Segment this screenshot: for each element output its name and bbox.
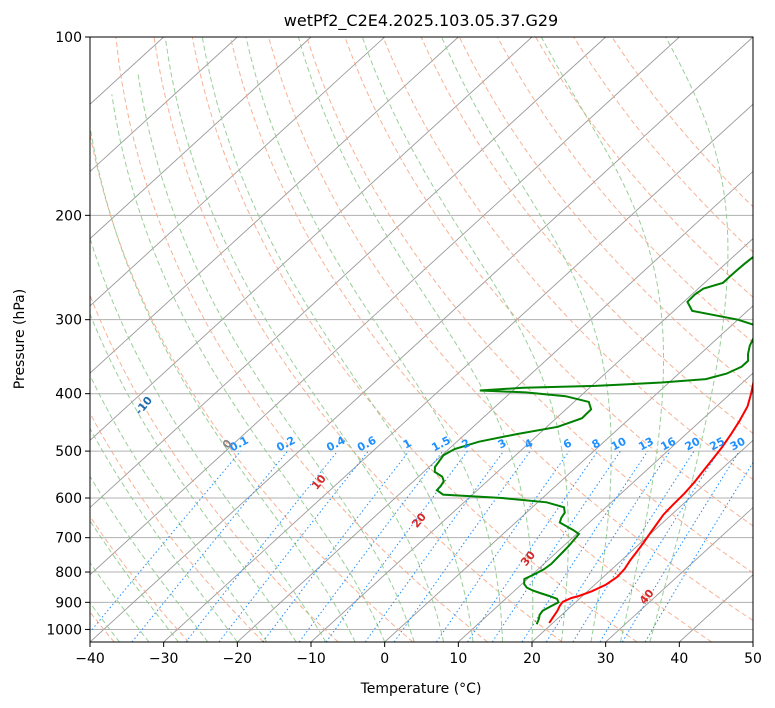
mixing-ratio-label: 13 (636, 435, 656, 454)
mixing-ratio-label: 20 (683, 435, 703, 454)
mixing-ratio-line (435, 450, 570, 642)
isotherm-line (163, 103, 753, 642)
isotherm-line (384, 305, 753, 642)
dry-adiabat (115, 37, 488, 642)
mixing-ratio-line (491, 450, 621, 642)
isotherm-line (605, 506, 753, 642)
moist-adiabat (441, 37, 612, 642)
dry-adiabat (496, 37, 753, 344)
mixing-ratio-line (467, 450, 599, 642)
mixing-ratio-label: 16 (658, 435, 678, 454)
isotherm-line (90, 37, 385, 307)
dewpoint-curve (433, 255, 753, 625)
moist-adiabat (540, 37, 664, 642)
x-tick-label: 10 (449, 651, 467, 667)
y-tick-label: 900 (55, 595, 82, 611)
axis-ticks: −40 −30 −20 −10 0 10 20 30 40 50 100 200 300 400 500 60… (46, 30, 762, 667)
x-tick-label: −20 (223, 651, 253, 667)
isotherm-line (90, 37, 533, 441)
moist-adiabat (201, 37, 474, 642)
isotherm-line (90, 37, 606, 509)
y-tick-label: 100 (55, 30, 82, 46)
isotherm-line (458, 372, 753, 642)
x-tick-label: −10 (296, 651, 326, 667)
isotherm-line (90, 37, 459, 374)
isotherm-line (237, 170, 753, 642)
x-tick-label: 50 (744, 651, 762, 667)
mixing-ratio-line (364, 450, 505, 642)
y-axis-label: Pressure (hPa) (12, 289, 28, 389)
isotherm-line (90, 37, 680, 576)
mixing-ratio-line (131, 450, 288, 642)
dry-adiabat (382, 37, 753, 481)
moist-adiabat (297, 37, 534, 642)
mixing-ratio-label: 25 (707, 435, 727, 454)
isotherm-line (90, 37, 238, 173)
y-tick-label: 800 (55, 565, 82, 581)
dry-adiabat (191, 37, 638, 642)
moist-adiabat (111, 94, 386, 642)
chart-title: wetPf2_C2E4.2025.103.05.37.G29 (284, 11, 558, 31)
dry-adiabat (229, 37, 712, 642)
x-tick-label: 40 (670, 651, 688, 667)
y-tick-label: 700 (55, 531, 82, 547)
dry-adiabat (420, 37, 753, 435)
y-tick-label: 400 (55, 387, 82, 403)
moist-adiabat (137, 72, 415, 642)
isotherm-line (90, 37, 753, 642)
mixing-ratio-line (90, 450, 242, 633)
y-tick-label: 200 (55, 208, 82, 224)
moist-adiabat (90, 427, 238, 642)
mixing-ratio-line (298, 450, 444, 642)
dry-adiabat (153, 37, 563, 642)
x-axis-label: Temperature (°C) (360, 681, 482, 697)
x-tick-label: −30 (149, 651, 179, 667)
mixing-ratio-line (393, 450, 531, 642)
mixing-ratio-line (521, 450, 649, 642)
moist-adiabat (90, 475, 209, 642)
y-tick-label: 300 (55, 313, 82, 329)
mixing-ratio-line (572, 450, 695, 642)
dry-adiabat (90, 131, 414, 642)
mixing-ratio-line (325, 450, 468, 642)
isotherm-line (531, 439, 753, 642)
x-tick-label: 30 (597, 651, 615, 667)
moist-adiabat (90, 236, 327, 642)
dry-adiabat (90, 412, 264, 642)
moist-adiabat (164, 37, 445, 642)
mixing-ratio-line (545, 450, 671, 642)
moist-adiabat (90, 374, 268, 642)
y-tick-label: 500 (55, 444, 82, 460)
dry-adiabat (306, 37, 753, 574)
dry-adiabat (344, 37, 753, 527)
mixing-ratio-line (185, 450, 338, 642)
y-tick-label: 1000 (46, 622, 82, 638)
moist-adiabat (90, 123, 356, 642)
mixing-ratio-line (621, 450, 740, 642)
x-tick-label: 0 (380, 651, 389, 667)
temperature-curve (548, 379, 753, 624)
x-tick-label: 20 (523, 651, 541, 667)
y-tick-label: 600 (55, 491, 82, 507)
profile-curves (433, 255, 753, 625)
x-tick-label: −40 (75, 651, 105, 667)
moist-adiabat (245, 37, 503, 642)
mixing-ratio-line (262, 450, 410, 642)
isotherm-line (90, 37, 312, 240)
dry-adiabat (535, 37, 753, 298)
mixing-ratio-label: 30 (728, 435, 748, 454)
moist-adiabat (90, 312, 297, 642)
plot-frame (89, 36, 754, 643)
mixing-ratio-label: 10 (609, 435, 629, 454)
dry-adiabat (268, 37, 753, 622)
